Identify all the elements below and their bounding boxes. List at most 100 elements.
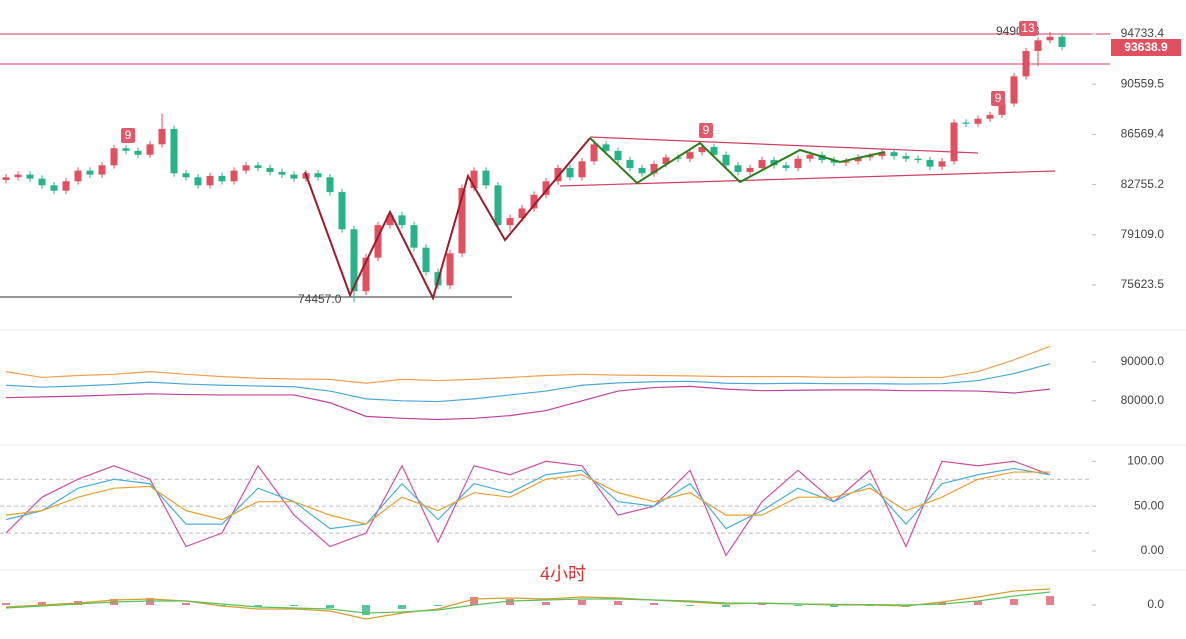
y-tick-label: 100.00 — [1127, 453, 1164, 467]
macd-bar — [722, 605, 730, 607]
marker: 13 — [1021, 21, 1035, 35]
candle-body — [698, 146, 706, 153]
candle-body — [842, 161, 850, 163]
candle-body — [614, 150, 622, 161]
candle-body — [494, 185, 502, 226]
y-tick-label: 80000.0 — [1121, 393, 1165, 407]
candle-body — [290, 174, 298, 179]
candle-body — [974, 118, 982, 124]
candle-body — [542, 181, 550, 195]
indicator-line — [5, 471, 1050, 525]
candle-body — [770, 160, 778, 166]
marker-box — [1019, 21, 1037, 36]
price-tag — [1111, 39, 1181, 56]
candle-body — [866, 156, 874, 158]
indicator-line — [5, 385, 1051, 421]
candle-body — [518, 208, 526, 219]
candle-body — [206, 175, 214, 186]
wave-arrows — [589, 137, 886, 185]
marker: 9 — [125, 128, 132, 142]
candle-body — [1058, 36, 1066, 47]
candle-body — [146, 144, 154, 155]
candle-body — [878, 152, 886, 157]
candle-body — [806, 154, 814, 159]
macd-bar — [2, 603, 10, 605]
candle-body — [362, 257, 370, 292]
candle-body — [782, 165, 790, 168]
y-tick-label: 94733.4 — [1121, 26, 1165, 40]
candle-body — [578, 161, 586, 178]
candle-body — [566, 167, 574, 178]
y-tick-label: 50.00 — [1134, 498, 1164, 512]
candle-body — [926, 160, 934, 167]
candle-body — [230, 170, 238, 182]
candle-body — [914, 158, 922, 161]
indicator-line — [5, 460, 1051, 557]
candle-body — [482, 170, 490, 186]
candle-body — [38, 178, 46, 186]
indicator-line — [5, 345, 1051, 384]
candle-body — [734, 165, 742, 172]
candle-body — [1034, 40, 1042, 51]
candle-body — [602, 144, 610, 151]
candle-body — [854, 157, 862, 162]
price-panel — [2, 31, 1066, 303]
candle-body — [278, 171, 286, 175]
candle-body — [446, 253, 454, 286]
candle-body — [1046, 36, 1054, 41]
last-price: 93638.9 — [1124, 40, 1168, 54]
candle-body — [326, 177, 334, 193]
candle-body — [86, 170, 94, 175]
candle-body — [638, 167, 646, 174]
macd-bar — [830, 605, 838, 607]
candle-body — [2, 177, 10, 180]
macd-bar — [434, 605, 442, 606]
candle-body — [338, 192, 346, 230]
candle-body — [1010, 76, 1018, 104]
macd-bar — [290, 605, 298, 606]
macd-bar — [398, 605, 406, 609]
indicator-line — [5, 591, 1051, 614]
y-tick-label: 0.00 — [1141, 543, 1165, 557]
low-label: 74457.0 — [298, 292, 342, 306]
candle-body — [758, 160, 766, 168]
trend-line — [559, 170, 1056, 187]
candle-body — [722, 154, 730, 166]
candle-body — [686, 152, 694, 159]
candle-body — [350, 229, 358, 292]
candle-body — [398, 215, 406, 226]
candle-body — [182, 173, 190, 178]
candle-body — [830, 160, 838, 163]
candle-body — [890, 152, 898, 157]
marker-box — [991, 91, 1005, 106]
candle-body — [458, 188, 466, 254]
candle-body — [710, 146, 718, 155]
marker: 9 — [995, 91, 1002, 105]
candle-body — [266, 167, 274, 172]
macd-bar — [326, 605, 334, 608]
macd-bar — [758, 604, 766, 605]
macd-bar — [614, 601, 622, 605]
y-tick-label: 90000.0 — [1121, 354, 1165, 368]
candle-body — [254, 165, 262, 168]
candle-body — [410, 225, 418, 248]
candle-body — [950, 122, 958, 162]
candle-body — [242, 165, 250, 171]
candle-body — [650, 163, 658, 174]
candle-body — [590, 144, 598, 162]
y-tick-label: 79109.0 — [1121, 227, 1165, 241]
candle-body — [1022, 50, 1030, 77]
macd-bar — [974, 601, 982, 605]
indicator-line — [5, 467, 1051, 530]
candle-body — [554, 167, 562, 182]
candle-body — [470, 170, 478, 189]
candle-body — [170, 128, 178, 174]
macd-bar — [506, 599, 514, 605]
candle-body — [122, 148, 130, 151]
marker-box — [121, 128, 135, 143]
macd-bar — [254, 605, 262, 607]
candle-body — [62, 181, 70, 191]
candle-body — [98, 165, 106, 175]
indicator-line — [5, 363, 1051, 403]
